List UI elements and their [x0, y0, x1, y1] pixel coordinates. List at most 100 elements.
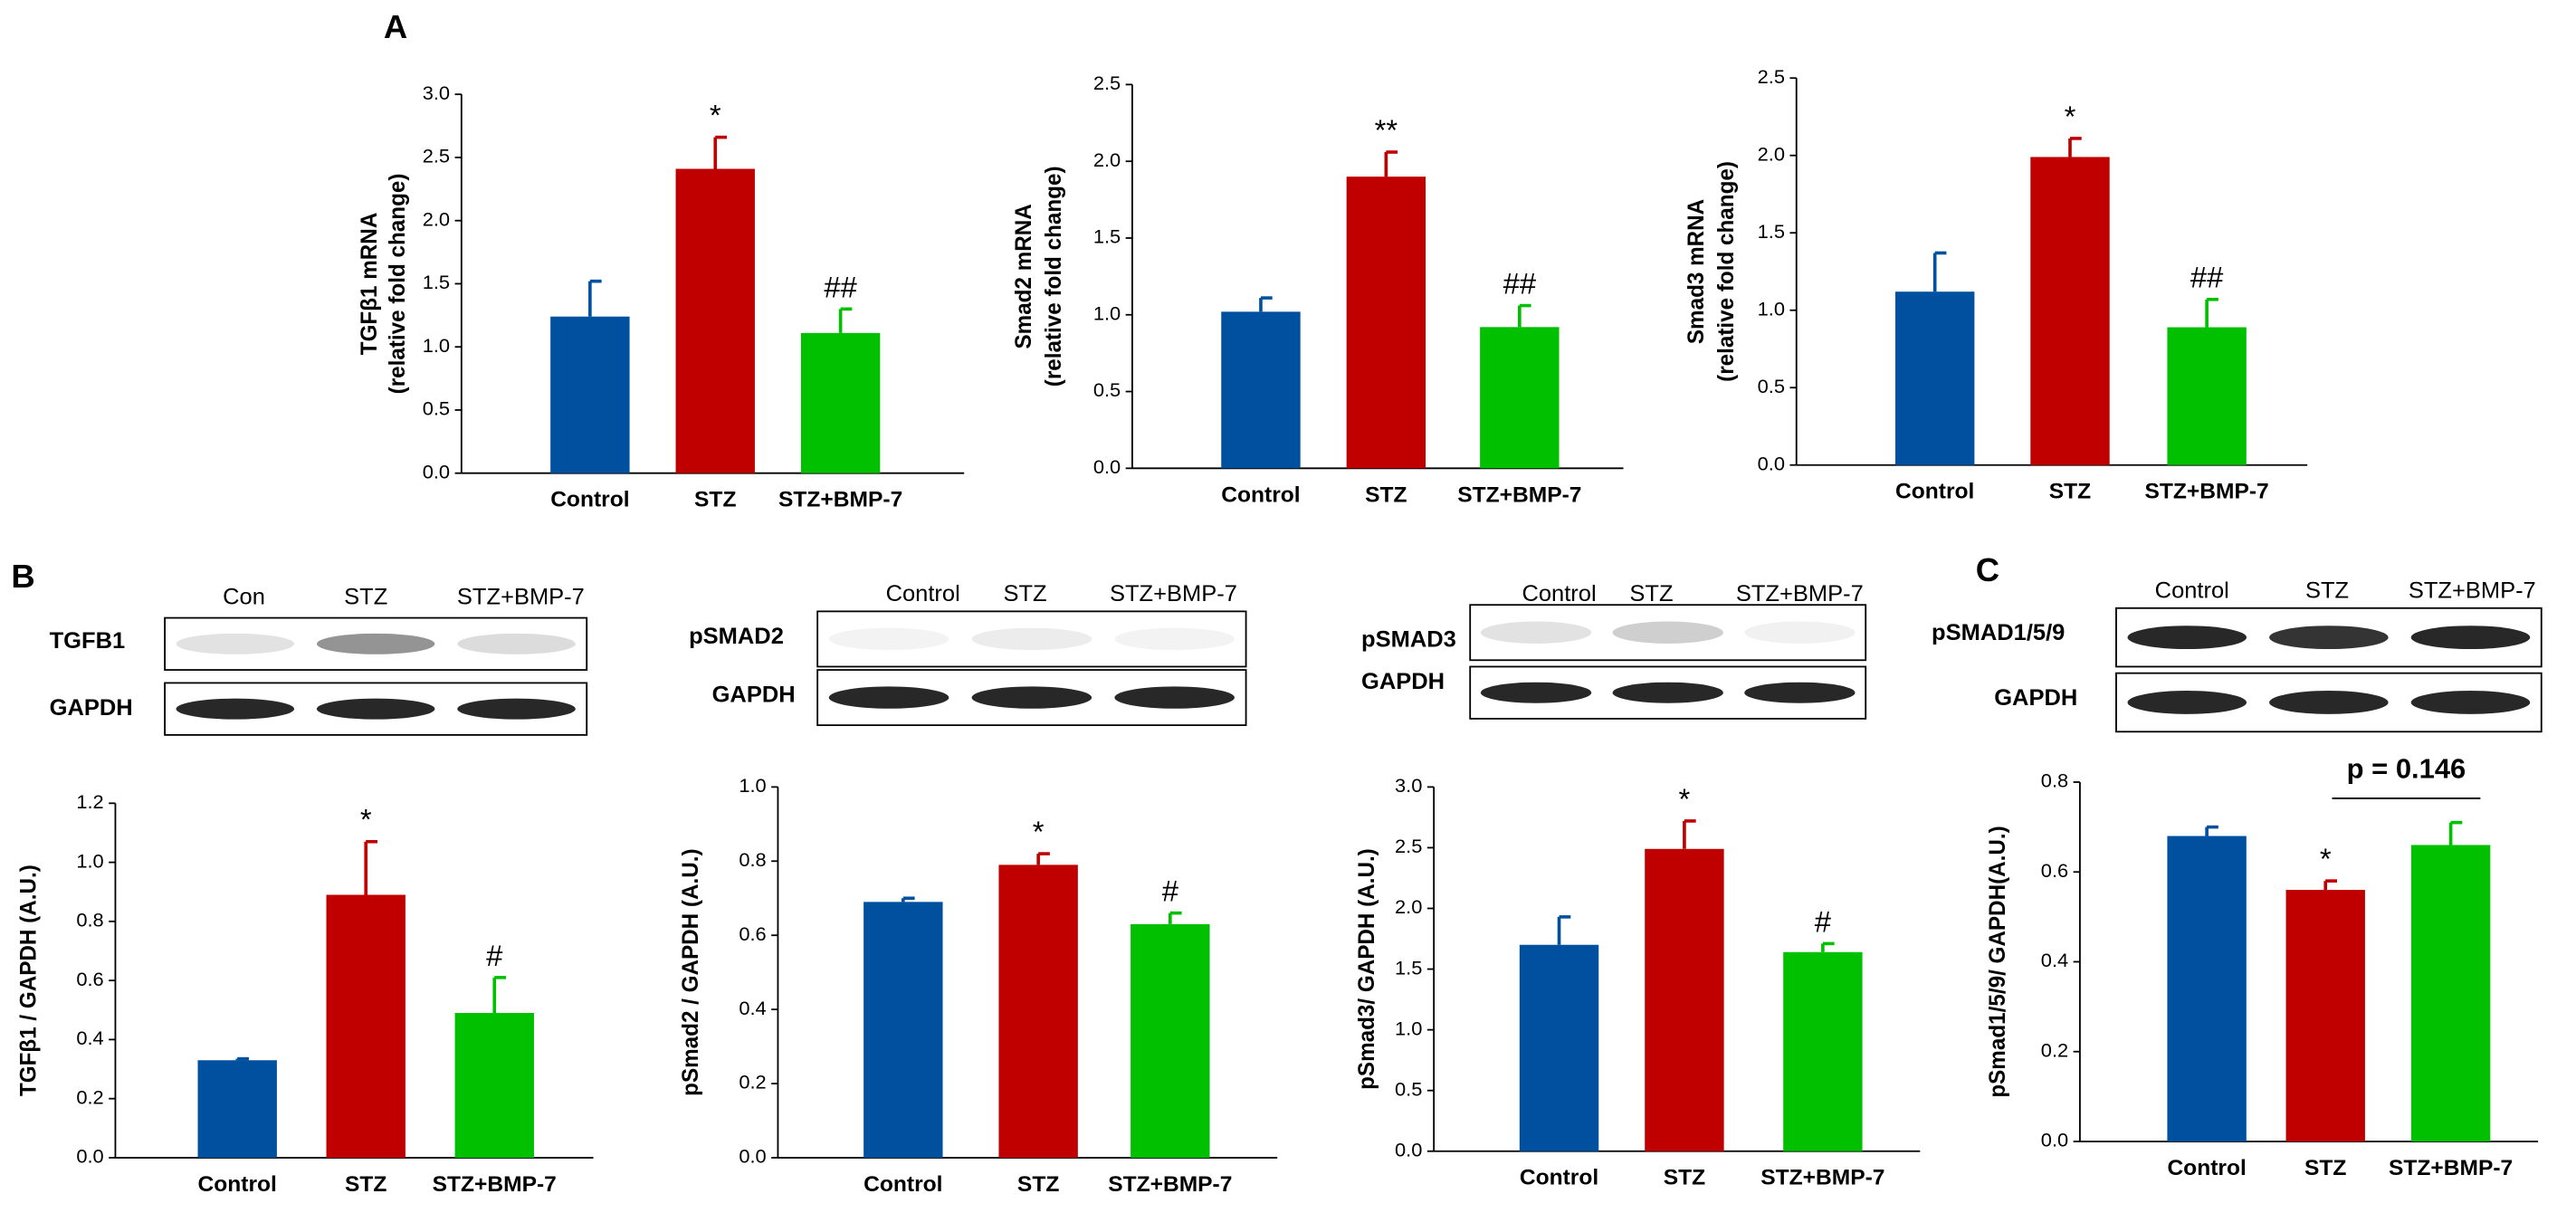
blot-band: [2269, 626, 2389, 650]
bar: [2030, 157, 2110, 465]
x-tick-label: STZ: [2049, 480, 2092, 504]
y-axis-label: Smad3 mRNA: [1684, 199, 1709, 344]
blot-row-label: GAPDH: [712, 683, 796, 708]
significance-mark: #: [486, 940, 502, 972]
x-tick-label: STZ+BMP-7: [2145, 480, 2269, 504]
blot-band: [316, 698, 435, 720]
y-tick-label: 0.2: [76, 1085, 103, 1108]
y-tick-label: 0.6: [2041, 859, 2068, 882]
blot-row-label: pSMAD1/5/9: [1932, 620, 2065, 645]
lane-label: STZ+BMP-7: [457, 585, 585, 610]
lane-label: STZ: [344, 585, 387, 610]
lane-label: STZ+BMP-7: [2409, 578, 2536, 604]
significance-mark: ##: [1503, 268, 1536, 301]
y-axis-label: Smad2 mRNA: [1012, 204, 1036, 349]
blot-band: [1744, 682, 1856, 703]
x-tick-label: Control: [2167, 1156, 2246, 1180]
y-tick-label: 1.0: [423, 334, 450, 357]
y-tick-label: 0.0: [1395, 1139, 1422, 1161]
blot-frame: [1469, 604, 1867, 662]
y-tick-label: 3.0: [423, 81, 450, 104]
panel-label: A: [384, 8, 407, 45]
y-tick-label: 2.5: [1395, 835, 1422, 857]
x-tick-label: STZ: [1664, 1166, 1706, 1190]
lane-label: Con: [223, 585, 265, 610]
blot-band: [2269, 691, 2389, 714]
y-tick-label: 0.4: [2041, 949, 2068, 971]
bar: [1519, 944, 1599, 1151]
blot-band: [1480, 682, 1592, 703]
significance-mark: #: [1162, 875, 1178, 908]
y-tick-label: 0.0: [1758, 453, 1785, 475]
significance-mark: *: [1033, 816, 1045, 848]
bar: [863, 902, 943, 1158]
y-tick-label: 1.0: [1758, 298, 1785, 320]
significance-mark: ##: [2190, 262, 2223, 294]
significance-mark: *: [1679, 783, 1691, 816]
x-tick-label: STZ+BMP-7: [2389, 1156, 2513, 1180]
bar: [550, 316, 630, 473]
bar: [1221, 311, 1301, 469]
y-tick-label: 0.4: [76, 1027, 103, 1049]
blot-row-label: GAPDH: [1361, 669, 1445, 694]
y-tick-label: 2.5: [1758, 65, 1785, 88]
x-tick-label: STZ+BMP-7: [778, 488, 902, 512]
y-axis-label: TGFβ1 mRNA: [358, 213, 382, 356]
x-tick-label: STZ: [1365, 482, 1407, 507]
y-tick-label: 0.0: [2041, 1129, 2068, 1151]
y-axis-label: (relative fold change): [1042, 166, 1066, 387]
blot-band: [457, 698, 576, 720]
lane-label: STZ: [1629, 581, 1673, 606]
significance-mark: *: [360, 804, 372, 836]
lane-label: STZ+BMP-7: [1736, 581, 1864, 606]
blot-band: [1744, 621, 1856, 644]
panel-label: C: [1976, 551, 1999, 588]
significance-mark: *: [710, 100, 721, 132]
blot-row-label: GAPDH: [50, 695, 133, 721]
blot-band: [1612, 682, 1723, 703]
y-tick-label: 1.5: [1395, 956, 1422, 979]
y-tick-label: 0.5: [1758, 375, 1785, 397]
x-tick-label: Control: [1895, 480, 1974, 504]
blot-band: [828, 627, 949, 651]
blot-band: [2127, 626, 2247, 650]
bar: [1783, 951, 1863, 1151]
bar: [326, 894, 405, 1158]
y-axis-label: pSmad3/ GAPDH (A.U.): [1355, 848, 1379, 1090]
y-tick-label: 0.8: [2041, 769, 2068, 792]
blot-frame: [164, 616, 588, 671]
bar: [1131, 923, 1210, 1158]
lane-label: STZ: [2305, 578, 2349, 604]
blot-band: [176, 633, 295, 654]
y-tick-label: 1.0: [76, 849, 103, 872]
y-tick-label: 2.5: [423, 145, 450, 167]
y-tick-label: 2.0: [423, 208, 450, 231]
x-tick-label: Control: [863, 1172, 942, 1197]
y-tick-label: 1.0: [1093, 302, 1121, 325]
bar: [675, 168, 755, 473]
y-tick-label: 1.5: [1758, 220, 1785, 243]
y-tick-label: 1.0: [1395, 1017, 1422, 1039]
x-tick-label: Control: [1520, 1166, 1598, 1190]
y-tick-label: 0.6: [739, 922, 766, 945]
bar: [800, 332, 881, 473]
lane-label: STZ: [1004, 581, 1047, 606]
y-tick-label: 0.2: [739, 1071, 766, 1094]
bar: [2167, 327, 2247, 465]
bar: [2167, 836, 2247, 1141]
blot-band: [1480, 621, 1592, 644]
significance-mark: *: [2320, 843, 2332, 875]
y-axis-label: (relative fold change): [386, 174, 410, 395]
x-tick-label: STZ: [2304, 1156, 2347, 1180]
bar: [1480, 327, 1560, 469]
blot-frame: [816, 610, 1247, 668]
comparison-label: p = 0.146: [2347, 753, 2466, 785]
bar: [1645, 848, 1724, 1151]
x-tick-label: Control: [550, 488, 629, 512]
bar: [197, 1060, 277, 1158]
y-tick-label: 0.0: [423, 461, 450, 483]
x-tick-label: Control: [1221, 482, 1300, 507]
y-tick-label: 0.2: [2041, 1039, 2068, 1062]
y-tick-label: 0.6: [76, 968, 103, 990]
bar: [2410, 845, 2491, 1141]
